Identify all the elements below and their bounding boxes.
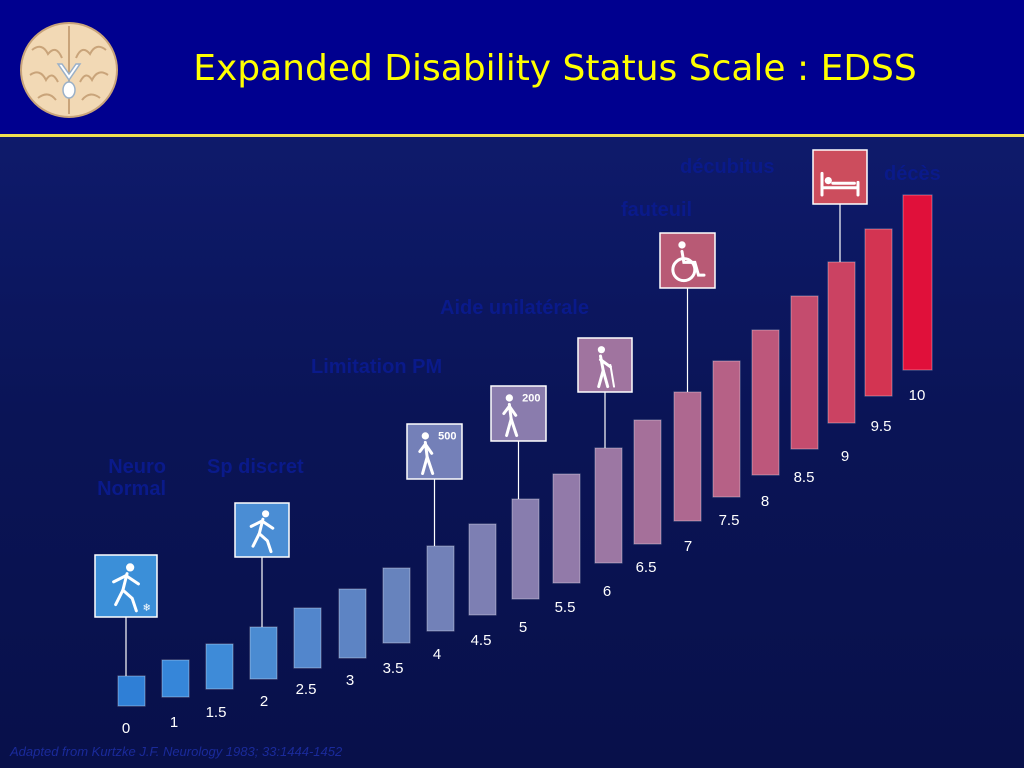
edss-value-4.5: 4.5 (471, 632, 492, 649)
edss-bar-6 (594, 447, 623, 564)
edss-bar-7.5 (712, 360, 741, 498)
citation: Adapted from Kurtzke J.F. Neurology 1983… (10, 744, 343, 759)
milestone-label-fauteuil: fauteuil (621, 199, 693, 221)
brain-logo-icon (20, 22, 118, 118)
walking-figure-icon (502, 394, 519, 437)
milestone-label-aide-unilaterale: Aide unilatérale (440, 297, 589, 319)
edss-bar-1 (161, 659, 190, 698)
milestone-box-4: 500 (406, 423, 463, 480)
edss-bar-3 (338, 588, 367, 659)
milestone-box-2 (234, 502, 290, 558)
walking-figure-icon (418, 432, 435, 475)
edss-value-7: 7 (684, 538, 692, 555)
edss-value-2.5: 2.5 (296, 681, 317, 698)
edss-bar-6.5 (633, 419, 662, 545)
bed-icon (820, 171, 860, 197)
edss-value-5: 5 (519, 619, 527, 636)
edss-bar-8 (751, 329, 780, 476)
edss-value-4: 4 (433, 646, 441, 663)
milestone-label-deces: décès (884, 163, 941, 185)
edss-value-1: 1 (170, 714, 178, 731)
edss-value-6: 6 (603, 583, 611, 600)
edss-bar-2.5 (293, 607, 322, 669)
cane-figure-icon (597, 346, 615, 389)
edss-value-9.5: 9.5 (871, 418, 892, 435)
edss-value-0: 0 (122, 720, 130, 737)
header-band (0, 0, 1024, 134)
edss-value-9: 9 (841, 448, 849, 465)
edss-value-7.5: 7.5 (719, 512, 740, 529)
edss-bar-5 (511, 498, 540, 600)
edss-value-6.5: 6.5 (636, 559, 657, 576)
header-divider (0, 134, 1024, 137)
edss-bar-3.5 (382, 567, 411, 644)
edss-value-8: 8 (761, 493, 769, 510)
milestone-box-9 (812, 149, 868, 205)
edss-bar-1.5 (205, 643, 234, 690)
edss-bar-7 (673, 391, 702, 522)
edss-value-3: 3 (346, 672, 354, 689)
edss-bar-0 (117, 675, 146, 707)
edss-value-1.5: 1.5 (206, 704, 227, 721)
milestone-label-limitation-pm: Limitation PM (311, 356, 443, 378)
milestone-label-sp-discret: Sp discret (207, 456, 304, 478)
milestone-label-neuro-normal: Neuro Normal (97, 456, 166, 500)
edss-value-10: 10 (909, 387, 926, 404)
wheelchair-icon (671, 241, 706, 283)
edss-value-5.5: 5.5 (555, 599, 576, 616)
running-figure-icon (112, 563, 140, 613)
edss-bar-8.5 (790, 295, 819, 450)
edss-value-3.5: 3.5 (383, 660, 404, 677)
distance-badge: 200 (522, 393, 540, 405)
milestone-label-decubitus: décubitus (680, 156, 775, 178)
edss-bar-9.5 (864, 228, 893, 397)
edss-bar-9 (827, 261, 856, 424)
snowflake-icon: ❄ (142, 602, 151, 614)
running-figure-icon (249, 510, 275, 554)
milestone-box-5: 200 (490, 385, 547, 442)
distance-badge: 500 (438, 431, 456, 443)
edss-bar-2 (249, 626, 278, 680)
edss-bar-4.5 (468, 523, 497, 616)
edss-bar-10 (902, 194, 933, 371)
edss-value-2: 2 (260, 693, 268, 710)
edss-value-8.5: 8.5 (794, 469, 815, 486)
page-title: Expanded Disability Status Scale : EDSS (193, 48, 917, 89)
milestone-box-6 (577, 337, 633, 393)
milestone-box-0: ❄ (94, 554, 158, 618)
milestone-box-7 (659, 232, 716, 289)
edss-bar-5.5 (552, 473, 581, 584)
edss-bar-4 (426, 545, 455, 632)
